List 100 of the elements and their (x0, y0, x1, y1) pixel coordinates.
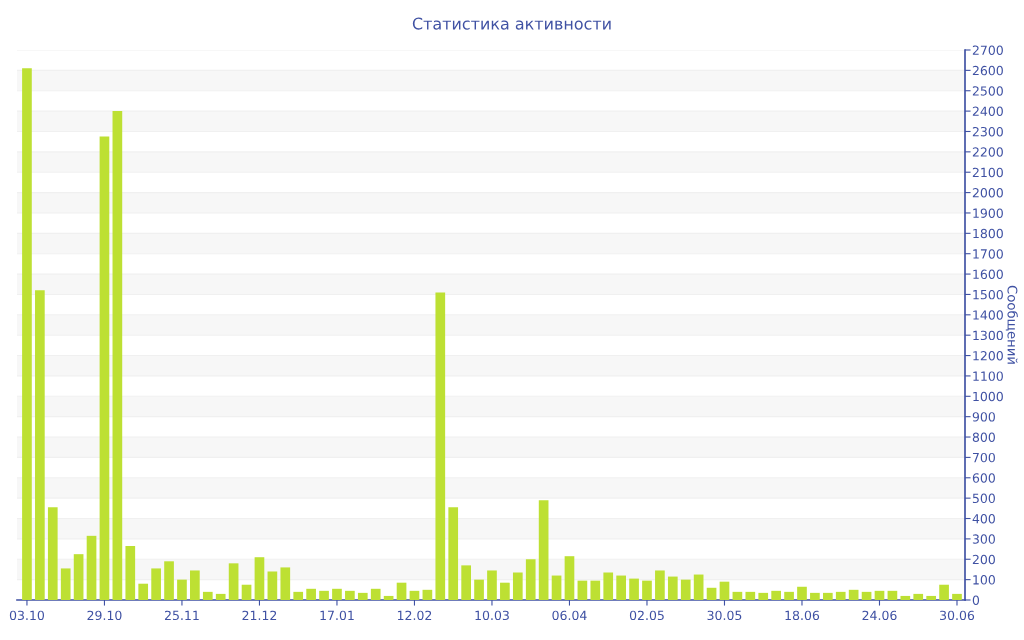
x-tick-label: 21.12 (242, 610, 277, 620)
bar (655, 570, 665, 600)
y-tick-label: 1400 (973, 310, 1003, 320)
bar (370, 588, 381, 600)
bar (357, 592, 368, 600)
bar (835, 591, 846, 600)
bar (319, 590, 329, 600)
bar (190, 570, 200, 600)
chart-title: Статистика активности (412, 17, 611, 30)
bar (461, 565, 471, 600)
bar (680, 579, 691, 600)
bar (706, 587, 717, 600)
x-tick-label: 02.05 (629, 610, 664, 621)
bar (525, 559, 536, 600)
bar (732, 591, 743, 600)
bar (73, 554, 84, 600)
bar (280, 567, 291, 600)
y-tick-label: 400 (972, 513, 995, 524)
x-tick-label: 29.10 (87, 610, 122, 621)
bar (125, 546, 136, 600)
y-tick-label: 1300 (973, 330, 1003, 341)
y-tick-label: 800 (972, 432, 995, 442)
bar (60, 568, 71, 600)
x-tick-label: 18.06 (785, 610, 820, 621)
y-tick-label: 1600 (973, 269, 1003, 279)
bar (448, 507, 459, 600)
y-tick-label: 700 (972, 452, 995, 463)
bar (383, 595, 394, 600)
bar (719, 581, 730, 600)
bar (887, 590, 898, 600)
y-tick-label: 2300 (972, 126, 1003, 137)
y-tick-label: 1800 (973, 228, 1003, 239)
bar (771, 590, 781, 600)
bar (35, 290, 45, 600)
bar (409, 590, 420, 600)
bar (913, 593, 924, 600)
y-tick-label: 0 (972, 595, 980, 605)
y-tick-label: 1500 (973, 289, 1003, 300)
y-tick-label: 2400 (972, 106, 1003, 117)
bar (435, 292, 446, 600)
bar (474, 579, 484, 600)
bar (590, 580, 601, 600)
bar (345, 590, 355, 600)
y-tick-label: 600 (972, 473, 995, 483)
y-tick-label: 200 (972, 554, 995, 565)
y-tick-label: 2000 (972, 188, 1003, 198)
bar (784, 591, 794, 600)
bar (512, 572, 523, 600)
bar (228, 563, 239, 600)
bar (900, 595, 911, 600)
x-tick-label: 30.05 (707, 610, 742, 621)
y-tick-label: 1700 (973, 249, 1003, 259)
y-tick-label: 2100 (972, 167, 1003, 178)
y-tick-label: 2500 (972, 86, 1003, 96)
x-tick-label: 06.04 (552, 610, 587, 621)
bar (874, 590, 885, 600)
bar (500, 582, 510, 600)
y-tick-label: 1200 (973, 351, 1003, 361)
bar (538, 500, 549, 600)
y-tick-label: 2200 (972, 147, 1003, 157)
bar (810, 592, 820, 600)
bar (138, 583, 149, 600)
bar (861, 591, 872, 600)
bar (564, 556, 575, 600)
y-tick-label: 2600 (972, 65, 1003, 76)
x-tick-label: 17.01 (320, 610, 354, 621)
y-tick-label: 900 (972, 412, 995, 422)
bar (577, 580, 588, 600)
bar (822, 592, 833, 600)
bar (667, 576, 678, 600)
bar (642, 580, 652, 600)
bar (952, 593, 962, 600)
x-tick-label: 30.06 (940, 610, 975, 621)
bar (629, 578, 639, 600)
bar (215, 593, 226, 600)
y-tick-label: 100 (973, 575, 995, 585)
y-tick-label: 500 (972, 493, 995, 504)
x-tick-label: 12.02 (397, 610, 432, 621)
bar (758, 592, 769, 600)
bar (254, 557, 265, 600)
bar (164, 561, 174, 600)
y-axis-title: Сообщений (1005, 285, 1018, 364)
bar (396, 582, 407, 600)
bar (202, 591, 213, 600)
y-tick-label: 300 (972, 534, 995, 544)
bar (22, 68, 32, 600)
y-tick-label: 2700 (972, 45, 1003, 55)
bar (86, 535, 97, 600)
bar (745, 591, 756, 600)
y-tick-label: 1000 (973, 391, 1003, 402)
y-tick-label: 1900 (973, 208, 1003, 218)
bar (99, 136, 110, 600)
bar (693, 574, 704, 600)
bar (797, 586, 807, 600)
bar (306, 588, 316, 600)
bar (848, 589, 859, 600)
bar (112, 111, 123, 600)
bar (603, 572, 614, 600)
y-tick-label: 1100 (973, 371, 1003, 381)
bar (551, 575, 562, 600)
